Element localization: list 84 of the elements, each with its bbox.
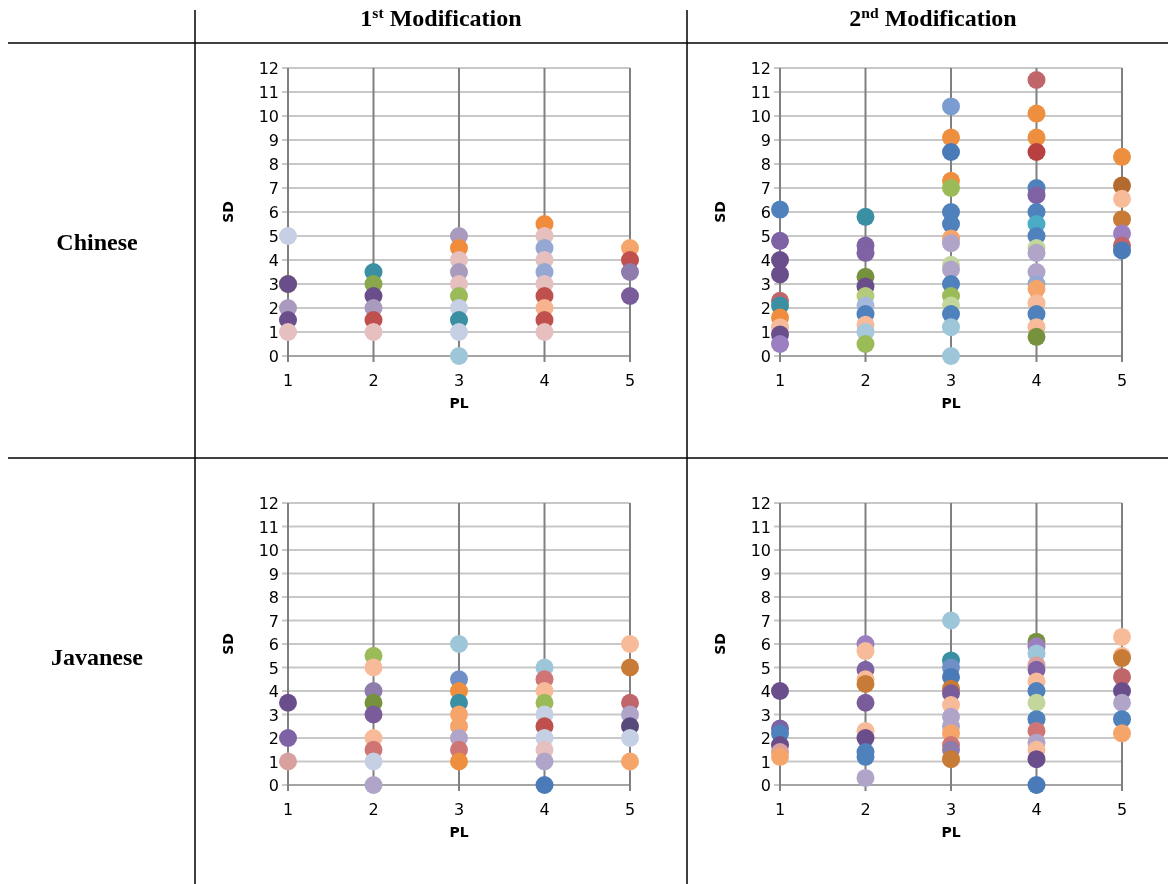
y-tick-label: 2 (760, 299, 771, 318)
y-tick-label: 0 (268, 347, 279, 366)
y-tick-label: 4 (760, 251, 771, 270)
y-tick-label: 2 (268, 299, 279, 318)
text: Javanese (51, 644, 144, 670)
y-tick-label: 6 (760, 635, 771, 654)
x-tick-label: 5 (1116, 800, 1128, 819)
y-tick-label: 1 (268, 323, 279, 342)
y-tick-label: 7 (760, 611, 771, 631)
y-tick-label: 10 (750, 541, 771, 560)
y-axis-title: SD (712, 201, 728, 223)
y-tick-label: 1 (760, 323, 771, 342)
y-tick-label: 12 (258, 59, 279, 78)
y-tick-label: 11 (750, 517, 771, 537)
y-tick-label: 11 (750, 83, 771, 102)
x-tick-label: 5 (1116, 371, 1128, 390)
y-tick-label: 6 (268, 635, 279, 654)
y-tick-label: 5 (268, 227, 279, 246)
y-tick-label: 9 (760, 564, 771, 584)
y-tick-label: 8 (760, 155, 771, 174)
x-tick-label: 4 (539, 800, 550, 819)
x-tick-label: 2 (860, 371, 871, 390)
x-tick-label: 1 (774, 800, 786, 819)
y-tick-label: 10 (258, 541, 279, 560)
y-tick-label: 10 (258, 107, 279, 126)
y-axis-title: SD (712, 633, 728, 655)
y-tick-label: 3 (760, 275, 771, 294)
x-axis-title: PL (449, 824, 469, 840)
y-axis-title: SD (220, 201, 236, 223)
x-tick-label: 5 (624, 371, 636, 390)
chart-title: 1$^{st}$ Modification (360, 3, 522, 31)
y-tick-label: 7 (760, 179, 771, 198)
y-tick-label: 5 (760, 227, 771, 246)
x-tick-label: 3 (945, 371, 957, 390)
y-tick-label: 12 (750, 494, 771, 513)
y-tick-label: 11 (258, 517, 279, 537)
y-tick-label: 8 (760, 588, 771, 607)
x-tick-label: 1 (282, 800, 294, 819)
y-tick-label: 4 (760, 682, 771, 701)
y-tick-label: 10 (750, 107, 771, 126)
y-tick-label: 9 (268, 131, 279, 150)
x-tick-label: 2 (368, 800, 379, 819)
y-tick-label: 12 (750, 59, 771, 78)
x-tick-label: 3 (945, 800, 957, 819)
y-tick-label: 3 (268, 275, 279, 294)
x-tick-label: 4 (1031, 800, 1042, 819)
y-tick-label: 0 (760, 776, 771, 795)
y-tick-label: 6 (268, 203, 279, 222)
y-tick-label: 11 (258, 83, 279, 102)
x-axis-title: PL (941, 824, 961, 840)
x-axis-title: PL (449, 395, 469, 411)
y-axis-title: SD (220, 633, 236, 655)
x-tick-label: 2 (860, 800, 871, 819)
y-tick-label: 8 (268, 155, 279, 174)
y-tick-label: 3 (760, 705, 771, 725)
x-tick-label: 4 (1031, 371, 1042, 390)
y-tick-label: 4 (268, 682, 279, 701)
x-tick-label: 3 (453, 371, 465, 390)
x-tick-label: 5 (624, 800, 636, 819)
y-tick-label: 12 (258, 494, 279, 513)
y-tick-label: 1 (268, 752, 279, 772)
x-axis-title: PL (941, 395, 961, 411)
y-tick-label: 0 (760, 347, 771, 366)
y-tick-label: 3 (268, 705, 279, 725)
y-tick-label: 9 (760, 131, 771, 150)
x-tick-label: 1 (774, 371, 786, 390)
y-tick-label: 2 (268, 729, 279, 748)
x-tick-label: 2 (368, 371, 379, 390)
y-tick-label: 4 (268, 251, 279, 270)
y-tick-label: 0 (268, 776, 279, 795)
y-tick-label: 1 (760, 752, 771, 772)
x-tick-label: 3 (453, 800, 465, 819)
x-tick-label: 4 (539, 371, 550, 390)
y-tick-label: 8 (268, 588, 279, 607)
y-tick-label: 2 (760, 729, 771, 748)
chart-title: 2$^{nd}$ Modification (849, 3, 1017, 31)
y-tick-label: 6 (760, 203, 771, 222)
y-tick-label: 5 (760, 658, 771, 678)
x-tick-label: 1 (282, 371, 294, 390)
y-tick-label: 7 (268, 179, 279, 198)
y-tick-label: 5 (268, 658, 279, 678)
y-tick-label: 7 (268, 611, 279, 631)
y-tick-label: 9 (268, 564, 279, 584)
text: Chinese (56, 229, 139, 255)
